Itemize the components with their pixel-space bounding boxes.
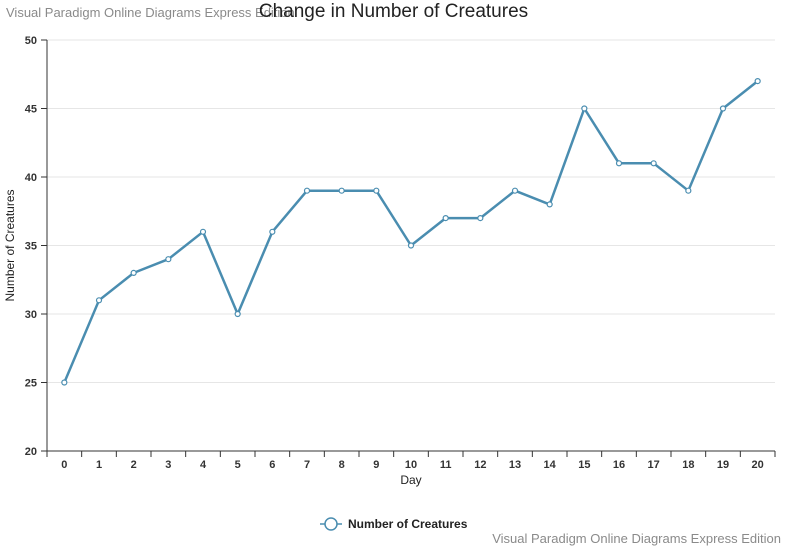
data-point — [269, 228, 276, 235]
x-tick-label: 9 — [373, 459, 379, 471]
data-point — [130, 269, 137, 276]
watermark-top: Visual Paradigm Online Diagrams Express … — [6, 5, 295, 20]
x-tick-label: 17 — [648, 459, 660, 471]
y-tick-label: 45 — [25, 104, 37, 116]
data-point — [373, 187, 380, 194]
x-tick-label: 11 — [440, 459, 452, 471]
y-tick-label: 35 — [25, 241, 37, 253]
data-point — [546, 201, 553, 208]
x-tick-label: 14 — [544, 459, 557, 471]
legend-swatch-marker — [324, 517, 338, 531]
x-tick-label: 10 — [405, 459, 417, 471]
axis-labels: Day Number of Creatures — [3, 189, 422, 487]
x-tick-label: 13 — [509, 459, 521, 471]
x-tick-label: 4 — [200, 459, 207, 471]
data-point — [303, 187, 311, 194]
x-tick-label: 8 — [339, 459, 345, 471]
x-tick-label: 1 — [96, 459, 102, 471]
data-point — [442, 215, 449, 222]
data-point — [650, 160, 657, 167]
x-tick-label: 15 — [578, 459, 590, 471]
x-tick-label: 3 — [165, 459, 171, 471]
y-tick-label: 50 — [25, 35, 37, 47]
x-axis-ticks: 0 1 2 3 4 5 6 7 8 9 10 11 12 13 14 15 16 17 18 19 20 — [46, 451, 776, 471]
y-tick-label: 40 — [25, 172, 37, 184]
data-point — [615, 160, 623, 167]
watermark-bottom: Visual Paradigm Online Diagrams Express … — [492, 531, 781, 546]
legend-label: Number of Creatures — [348, 517, 468, 531]
data-point — [199, 228, 207, 235]
data-point — [754, 77, 761, 85]
x-tick-label: 6 — [269, 459, 275, 471]
data-point — [165, 256, 172, 263]
x-tick-label: 2 — [131, 459, 137, 471]
legend: Number of Creatures — [320, 517, 468, 531]
chart-title: Change in Number of Creatures — [258, 1, 529, 22]
y-axis-label: Number of Creatures — [3, 189, 17, 301]
x-tick-label: 0 — [61, 459, 67, 471]
data-point — [719, 105, 727, 112]
x-tick-label: 5 — [235, 459, 241, 471]
data-point — [61, 379, 68, 386]
y-tick-label: 25 — [25, 378, 37, 390]
x-tick-label: 18 — [682, 459, 694, 471]
x-tick-label: 20 — [752, 459, 764, 471]
y-tick-label: 20 — [25, 446, 37, 458]
series-line — [63, 80, 759, 383]
data-point — [511, 187, 519, 194]
y-axis-ticks: 20 25 30 35 40 45 50 — [25, 35, 47, 458]
x-tick-label: 16 — [613, 459, 625, 471]
x-tick-label: 19 — [717, 459, 729, 471]
data-point — [234, 310, 241, 318]
x-tick-label: 7 — [304, 459, 310, 471]
data-point — [338, 187, 345, 194]
x-tick-label: 12 — [474, 459, 486, 471]
data-point — [95, 297, 103, 304]
data-point — [685, 187, 692, 194]
data-point — [477, 215, 484, 222]
y-tick-label: 30 — [25, 309, 37, 321]
x-axis-label: Day — [400, 473, 421, 487]
data-point — [581, 105, 588, 112]
series — [61, 77, 761, 386]
data-point — [407, 242, 415, 249]
gridlines — [47, 39, 775, 383]
